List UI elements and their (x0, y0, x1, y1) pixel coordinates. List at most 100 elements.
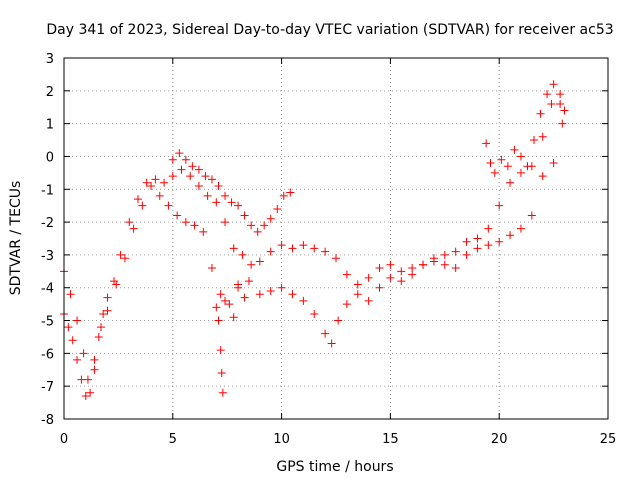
data-point-track-b (79, 349, 88, 358)
data-point-track-a (103, 293, 112, 302)
x-tick-label: 25 (600, 432, 617, 447)
data-point-track-b (83, 375, 92, 384)
data-point-track-c (253, 227, 262, 236)
x-axis-label: GPS time / hours (276, 459, 393, 475)
data-point-track-a (133, 195, 142, 204)
data-point-track-d (530, 136, 539, 145)
data-point-track-a (375, 264, 384, 273)
data-point-track-c (201, 172, 210, 181)
y-tick-label: -3 (41, 249, 54, 264)
data-point-track-b (473, 244, 482, 253)
data-point-track-d (503, 162, 512, 171)
data-point-track-b (181, 218, 190, 227)
data-point-track-b (334, 316, 343, 325)
data-point-track-b (484, 241, 493, 250)
data-point-track-b (429, 254, 438, 263)
data-point-track-b (506, 231, 515, 240)
data-point-track-b (120, 254, 129, 263)
data-point-track-a (266, 247, 275, 256)
data-point-track-a (125, 218, 134, 227)
data-point-outliers (234, 280, 243, 289)
data-point-track-c (181, 155, 190, 164)
data-point-track-b (173, 211, 182, 220)
data-point-track-b (90, 355, 99, 364)
data-point-track-a (440, 250, 449, 259)
data-point-track-a (86, 388, 95, 397)
data-point-outliers (229, 313, 238, 322)
data-point-track-a (229, 244, 238, 253)
data-point-track-a (255, 257, 264, 266)
data-point-track-b (353, 290, 362, 299)
data-point-track-a (397, 267, 406, 276)
data-point-track-b (190, 221, 199, 230)
data-point-track-b (516, 224, 525, 233)
data-point-track-a (116, 250, 125, 259)
grid (64, 58, 608, 419)
y-tick-label: 3 (46, 52, 54, 67)
data-point-track-b (364, 296, 373, 305)
y-tick-label: -5 (41, 315, 54, 330)
data-point-track-b (386, 273, 395, 282)
y-axis-ticks: -8 -7 -6 -5 -4 -3 -2 -1 0 1 2 3 (41, 52, 608, 428)
x-tick-label: 20 (491, 432, 508, 447)
data-point-track-b (73, 316, 82, 325)
data-point-track-a (451, 247, 460, 256)
data-point-track-d (486, 159, 495, 168)
data-point-track-b (112, 280, 121, 289)
data-point-track-d (549, 80, 558, 89)
data-point-track-b (419, 260, 428, 269)
data-point-track-a (168, 172, 177, 181)
data-point-track-b (495, 237, 504, 246)
data-point-track-a (90, 365, 99, 374)
data-point-track-b (299, 296, 308, 305)
data-point-track-a (94, 332, 103, 341)
data-point-track-d (556, 99, 565, 108)
data-point-track-a (212, 198, 221, 207)
data-point-track-c (227, 198, 236, 207)
data-point-track-b (397, 277, 406, 286)
data-point-track-c (279, 191, 288, 200)
data-point-track-a (221, 218, 230, 227)
data-point-track-a (506, 178, 515, 187)
data-point-track-a (151, 175, 160, 184)
data-point-outliers (218, 388, 227, 397)
data-point-track-d (482, 139, 491, 148)
data-point-track-a (299, 241, 308, 250)
data-point-track-a (547, 99, 556, 108)
data-point-track-c (260, 221, 269, 230)
data-point-outliers (214, 316, 223, 325)
data-point-track-a (332, 254, 340, 263)
data-point-track-b (216, 290, 225, 299)
data-point-track-b (549, 159, 558, 168)
data-point-track-b (408, 270, 417, 279)
data-point-track-a (64, 323, 73, 332)
data-point-outliers (217, 369, 226, 378)
data-point-track-d (516, 152, 525, 161)
y-tick-label: -7 (41, 380, 54, 395)
data-marks (60, 80, 569, 401)
data-point-track-b (103, 306, 112, 315)
data-point-track-b (558, 119, 567, 128)
data-point-track-b (138, 201, 147, 210)
data-point-track-a (73, 355, 82, 364)
data-point-track-b (538, 172, 547, 181)
data-point-track-b (277, 283, 286, 292)
y-tick-label: -4 (41, 282, 54, 297)
data-point-track-a (160, 178, 169, 187)
data-point-track-a (142, 178, 151, 187)
data-point-track-a (99, 309, 108, 318)
data-point-track-a (342, 270, 351, 279)
data-point-track-c (234, 201, 243, 210)
data-point-track-a (353, 280, 362, 289)
data-point-track-a (516, 168, 525, 177)
data-point-track-b (440, 260, 449, 269)
x-tick-label: 5 (169, 432, 177, 447)
data-point-track-c (266, 214, 275, 223)
data-point-track-a (81, 392, 90, 401)
data-point-track-b (327, 339, 336, 348)
data-point-track-c (240, 211, 249, 220)
data-point-track-c (168, 155, 177, 164)
data-point-track-a (484, 224, 493, 233)
data-point-track-a (495, 201, 504, 210)
data-point-track-b (462, 250, 471, 259)
